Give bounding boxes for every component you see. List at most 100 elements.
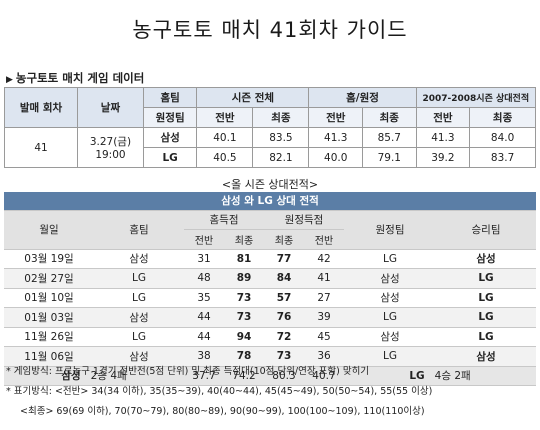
team-name: 삼성 — [142, 127, 198, 148]
row-away-final: 41 — [304, 268, 344, 289]
summary-team-b: LG 4승 2패 — [344, 366, 536, 386]
header-vs-first: 전반 — [415, 107, 471, 128]
row-home-first: 44 — [184, 327, 224, 347]
row-home-first: 48 — [184, 268, 224, 289]
record-subtitle: <올 시즌 상대전적> — [221, 178, 319, 191]
team-name: LG — [142, 147, 198, 168]
table-row: 02월 27일 LG 48 89 84 41 삼성 LG — [4, 268, 536, 289]
season-first: 40.5 — [196, 147, 254, 168]
row-away: LG — [344, 307, 436, 328]
row-home-first: 35 — [184, 288, 224, 308]
row-away-final: 45 — [304, 327, 344, 347]
row-home-first: 38 — [184, 346, 224, 367]
time-text: 19:00 — [95, 149, 126, 161]
header-away-first: 최종 — [264, 229, 304, 250]
row-home: LG — [94, 288, 184, 308]
vs-first: 41.3 — [415, 127, 471, 148]
header-away-final: 전반 — [304, 229, 344, 250]
table-row: 11월 06일 삼성 38 78 73 36 LG 삼성 — [4, 346, 536, 367]
summary-team-b-record: 4승 2패 — [434, 370, 471, 383]
game-data-table: 발매 회차 날짜 홈팀 시즌 전체 홈/원정 2007-2008시즌 상대전적 … — [3, 87, 537, 168]
row-home-first: 31 — [184, 249, 224, 269]
row-home: LG — [94, 327, 184, 347]
row-winner: LG — [436, 307, 536, 328]
date-value: 3.27(금) 19:00 — [77, 127, 144, 168]
summary-home-first: 37.7 — [184, 366, 224, 386]
row-winner: LG — [436, 268, 536, 289]
table-row: 01월 03일 삼성 44 73 76 39 LG LG — [4, 307, 536, 328]
record-banner: 삼성 와 LG 상대 전적 — [4, 192, 536, 211]
summary-away-final: 40.7 — [304, 366, 344, 386]
vs-first: 39.2 — [415, 147, 471, 168]
row-away: 삼성 — [344, 288, 436, 308]
row-home-final: 73 — [224, 307, 264, 328]
row-away: LG — [344, 346, 436, 367]
summary-team-a-record: 2승 4패 — [90, 370, 127, 383]
vs-final: 83.7 — [469, 147, 536, 168]
row-home-first: 44 — [184, 307, 224, 328]
row-date: 11월 06일 — [4, 346, 94, 367]
header-home-final: 최종 — [224, 229, 264, 250]
notes: * 게임방식: 프로농구 1경기 전반전(5점 단위) 및 최종 득점대(10점… — [6, 362, 536, 422]
ha-final: 85.7 — [362, 127, 417, 148]
header-away: 원정팀 — [344, 210, 436, 250]
header-season-final: 최종 — [252, 107, 310, 128]
round-value: 41 — [3, 127, 79, 168]
row-away-first: 84 — [264, 268, 304, 289]
row-home: 삼성 — [94, 249, 184, 269]
header-hometeam: 홈팀 — [142, 87, 198, 108]
row-winner: LG — [436, 288, 536, 308]
table-row: 01월 10일 LG 35 73 57 27 삼성 LG — [4, 288, 536, 308]
row-date: 02월 27일 — [4, 268, 94, 289]
header-date: 날짜 — [77, 87, 144, 128]
header-awayteam: 원정팀 — [142, 107, 198, 128]
header-home-score: 홈득점 — [184, 210, 264, 230]
row-date: 01월 10일 — [4, 288, 94, 308]
row-home: 삼성 — [94, 346, 184, 367]
summary-team-b-name: LG — [409, 370, 425, 383]
table-row: 03월 19일 삼성 31 81 77 42 LG 삼성 — [4, 249, 536, 269]
section-title-text: 농구토토 매치 게임 데이터 — [15, 71, 145, 85]
row-away-first: 72 — [264, 327, 304, 347]
row-away-final: 27 — [304, 288, 344, 308]
table-row: 11월 26일 LG 44 94 72 45 삼성 LG — [4, 327, 536, 347]
season-first: 40.1 — [196, 127, 254, 148]
header-home: 홈팀 — [94, 210, 184, 250]
header-winner: 승리팀 — [436, 210, 536, 250]
row-home-final: 94 — [224, 327, 264, 347]
header-ha-final: 최종 — [362, 107, 417, 128]
season-final: 83.5 — [252, 127, 310, 148]
record-table: 삼성 와 LG 상대 전적 월일 홈팀 홈득점 원정득점 원정팀 승리팀 전반 … — [4, 192, 536, 386]
header-vs-final: 최종 — [469, 107, 536, 128]
header-homeaway: 홈/원정 — [308, 87, 417, 108]
header-date: 월일 — [4, 210, 94, 250]
row-away: 삼성 — [344, 268, 436, 289]
season-final: 82.1 — [252, 147, 310, 168]
row-date: 03월 19일 — [4, 249, 94, 269]
date-text: 3.27(금) — [89, 136, 132, 148]
note-notation-first: * 표기방식: <전반> 34(34 이하), 35(35~39), 40(40… — [6, 386, 433, 397]
summary-away-first: 80.3 — [264, 366, 304, 386]
row-winner: LG — [436, 327, 536, 347]
row-away-first: 73 — [264, 346, 304, 367]
row-away-first: 57 — [264, 288, 304, 308]
row-away-final: 39 — [304, 307, 344, 328]
row-winner: 삼성 — [436, 249, 536, 269]
header-ha-first: 전반 — [308, 107, 364, 128]
ha-final: 79.1 — [362, 147, 417, 168]
summary-row: 삼성 2승 4패 37.7 74.2 80.3 40.7 LG 4승 2패 — [4, 366, 536, 386]
row-away: 삼성 — [344, 327, 436, 347]
row-winner: 삼성 — [436, 346, 536, 367]
row-away: LG — [344, 249, 436, 269]
header-home-first: 전반 — [184, 229, 224, 250]
row-home-final: 73 — [224, 288, 264, 308]
row-home-final: 81 — [224, 249, 264, 269]
row-home-final: 78 — [224, 346, 264, 367]
summary-team-a-name: 삼성 — [61, 370, 81, 383]
page-title: 농구토토 매치 41회차 가이드 — [132, 18, 408, 42]
header-round: 발매 회차 — [3, 87, 79, 128]
row-home: 삼성 — [94, 307, 184, 328]
row-away-final: 36 — [304, 346, 344, 367]
ha-first: 41.3 — [308, 127, 364, 148]
header-season: 시즌 전체 — [196, 87, 310, 108]
